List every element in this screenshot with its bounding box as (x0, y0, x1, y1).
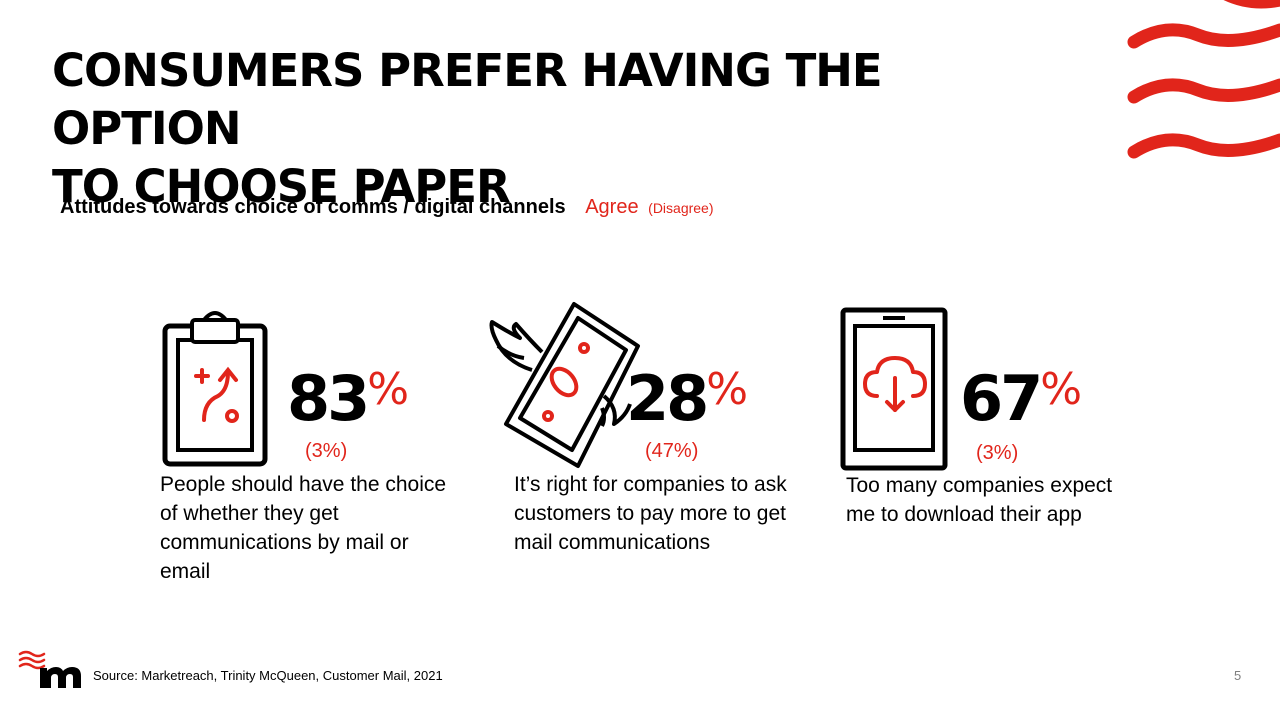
chart-subtitle: Attitudes towards choice of comms / digi… (60, 196, 714, 219)
page-number: 5 (1234, 668, 1242, 683)
subtitle-text: Attitudes towards choice of comms / digi… (60, 196, 566, 218)
stat-disagree-value: (3%) (305, 440, 348, 462)
percent-sign: % (367, 364, 409, 415)
red-waves-decoration (1127, 0, 1280, 159)
stat-agree-number: 83 (287, 362, 370, 435)
title-line-1: CONSUMERS PREFER HAVING THE OPTION (52, 44, 883, 155)
stat-description: People should have the choice of whether… (160, 473, 447, 583)
stat-description: It’s right for companies to ask customer… (514, 473, 787, 554)
stat-disagree-value: (47%) (645, 440, 699, 462)
flying-money-icon (489, 302, 640, 468)
stat-agree-number: 28 (626, 362, 709, 435)
title-line-2: TO CHOOSE PAPER (52, 160, 511, 213)
percent-sign: % (706, 364, 748, 415)
stat-agree-value: 67% (960, 368, 1082, 430)
stat-agree-value: 28% (626, 368, 748, 430)
slide-title: CONSUMERS PREFER HAVING THE OPTION TO CH… (52, 42, 1052, 216)
source-citation: Source: Marketreach, Trinity McQueen, Cu… (93, 668, 443, 683)
stat-disagree-value: (3%) (976, 442, 1019, 464)
tablet-cloud-download-icon (840, 307, 948, 471)
legend-disagree: (Disagree) (648, 200, 714, 216)
stat-agree-value: 83% (287, 368, 409, 430)
stat-description: Too many companies expect me to download… (846, 474, 1113, 526)
stat-agree-number: 67 (960, 362, 1043, 435)
percent-sign: % (1040, 364, 1082, 415)
marketreach-logo (18, 650, 81, 688)
clipboard-route-icon (162, 311, 268, 467)
legend-agree: Agree (585, 196, 639, 218)
